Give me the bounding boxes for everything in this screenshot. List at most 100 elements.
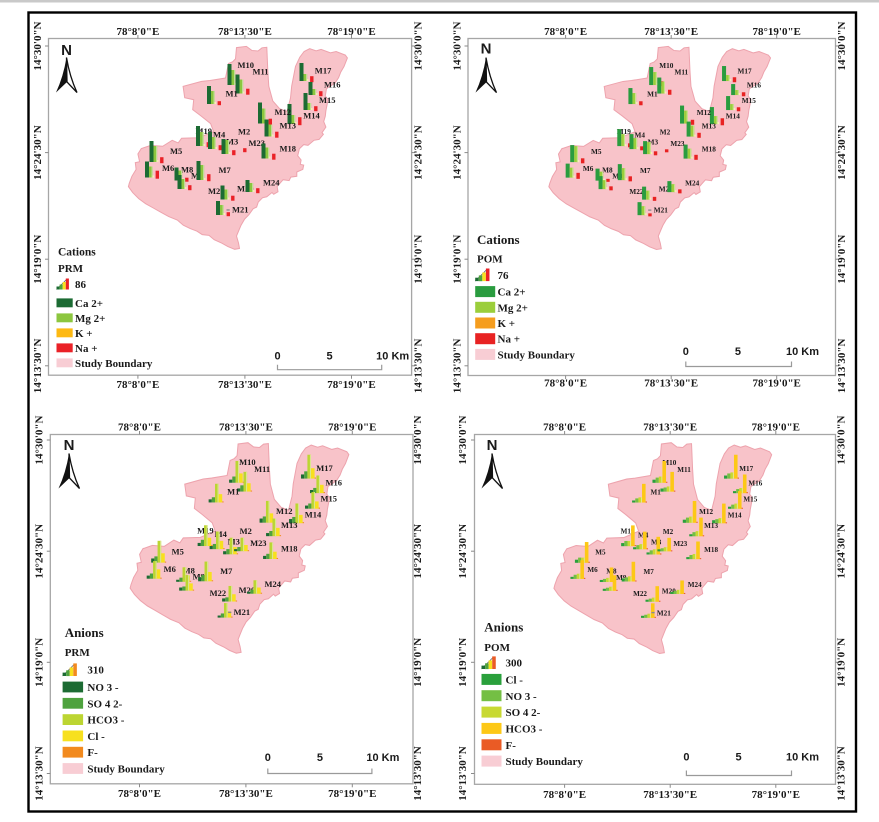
svg-text:Anions: Anions bbox=[65, 625, 104, 640]
svg-text:14°13'30"N: 14°13'30"N bbox=[32, 338, 44, 393]
svg-text:Study Boundary: Study Boundary bbox=[498, 349, 576, 361]
svg-text:5: 5 bbox=[326, 351, 332, 363]
svg-text:M10: M10 bbox=[662, 458, 676, 467]
svg-text:Cations: Cations bbox=[477, 232, 520, 247]
svg-text:14°13'30"N: 14°13'30"N bbox=[836, 746, 848, 801]
svg-text:PRM: PRM bbox=[58, 263, 84, 275]
svg-text:M6: M6 bbox=[587, 565, 598, 574]
svg-text:M11: M11 bbox=[677, 465, 691, 474]
svg-text:M10: M10 bbox=[238, 60, 255, 70]
svg-text:14°24'30"N: 14°24'30"N bbox=[32, 125, 44, 180]
svg-text:78°13'30"E: 78°13'30"E bbox=[643, 422, 697, 434]
svg-text:Na +: Na + bbox=[75, 343, 97, 355]
svg-text:M14: M14 bbox=[726, 113, 741, 121]
svg-text:M21: M21 bbox=[232, 205, 249, 215]
svg-text:78°8'0"E: 78°8'0"E bbox=[118, 788, 161, 800]
svg-text:K +: K + bbox=[75, 328, 93, 340]
svg-text:N: N bbox=[481, 41, 492, 58]
svg-text:M18: M18 bbox=[704, 545, 718, 554]
svg-text:78°13'30"E: 78°13'30"E bbox=[643, 789, 697, 801]
svg-text:10 Km: 10 Km bbox=[786, 752, 819, 764]
svg-text:M2: M2 bbox=[663, 527, 674, 536]
svg-text:M16: M16 bbox=[325, 477, 342, 487]
svg-text:78°13'30"E: 78°13'30"E bbox=[644, 26, 698, 38]
svg-text:76: 76 bbox=[498, 270, 510, 282]
svg-text:M21: M21 bbox=[654, 207, 669, 215]
svg-text:M15: M15 bbox=[319, 95, 336, 105]
svg-text:0: 0 bbox=[265, 752, 271, 764]
svg-text:HCO3 -: HCO3 - bbox=[87, 715, 124, 727]
svg-text:78°8'0"E: 78°8'0"E bbox=[116, 379, 159, 391]
svg-text:78°13'30"E: 78°13'30"E bbox=[219, 788, 273, 800]
svg-text:78°8'0"E: 78°8'0"E bbox=[543, 789, 586, 801]
svg-text:M24: M24 bbox=[685, 180, 700, 188]
svg-text:F-: F- bbox=[87, 747, 98, 759]
svg-text:14°24'30"N: 14°24'30"N bbox=[452, 125, 464, 180]
svg-text:78°13'30"E: 78°13'30"E bbox=[218, 379, 272, 391]
svg-text:M10: M10 bbox=[659, 62, 674, 70]
svg-text:M21: M21 bbox=[657, 608, 671, 617]
svg-text:M16: M16 bbox=[747, 82, 762, 90]
svg-text:14°24'30"N: 14°24'30"N bbox=[457, 524, 469, 579]
svg-text:10 Km: 10 Km bbox=[786, 346, 819, 358]
svg-text:14°19'0"N: 14°19'0"N bbox=[836, 638, 848, 687]
svg-text:M23: M23 bbox=[673, 539, 687, 548]
svg-text:14°24'30"N: 14°24'30"N bbox=[412, 524, 424, 579]
svg-text:M14: M14 bbox=[728, 510, 742, 519]
svg-text:14°13'30"N: 14°13'30"N bbox=[452, 338, 464, 393]
svg-text:78°13'30"E: 78°13'30"E bbox=[644, 378, 698, 390]
svg-text:POM: POM bbox=[484, 642, 510, 654]
svg-text:M15: M15 bbox=[742, 97, 757, 105]
svg-text:86: 86 bbox=[75, 279, 87, 291]
svg-text:M22: M22 bbox=[210, 588, 226, 598]
svg-text:M20: M20 bbox=[239, 585, 255, 595]
svg-text:M21: M21 bbox=[234, 607, 250, 617]
svg-text:14°24'30"N: 14°24'30"N bbox=[33, 524, 45, 579]
svg-text:Study Boundary: Study Boundary bbox=[75, 358, 153, 370]
svg-text:78°8'0"E: 78°8'0"E bbox=[543, 422, 586, 434]
svg-text:NO 3 -: NO 3 - bbox=[506, 691, 538, 703]
svg-text:M17: M17 bbox=[316, 463, 333, 473]
svg-text:PRM: PRM bbox=[65, 647, 91, 659]
svg-text:M1: M1 bbox=[227, 487, 239, 497]
svg-text:14°19'0"N: 14°19'0"N bbox=[32, 235, 44, 284]
svg-text:M4: M4 bbox=[213, 130, 226, 140]
svg-text:N: N bbox=[487, 437, 498, 454]
svg-text:F-: F- bbox=[506, 740, 517, 752]
svg-text:14°19'0"N: 14°19'0"N bbox=[412, 638, 424, 687]
svg-text:M22: M22 bbox=[208, 186, 225, 196]
svg-text:14°19'0"N: 14°19'0"N bbox=[836, 235, 848, 284]
svg-text:M13: M13 bbox=[702, 123, 717, 131]
svg-text:M14: M14 bbox=[303, 111, 320, 121]
svg-text:78°19'0"E: 78°19'0"E bbox=[752, 378, 800, 390]
svg-text:M3: M3 bbox=[228, 536, 241, 546]
svg-text:M7: M7 bbox=[640, 167, 651, 175]
svg-text:M7: M7 bbox=[219, 165, 232, 175]
svg-text:M19: M19 bbox=[617, 128, 632, 136]
svg-text:M8: M8 bbox=[181, 165, 193, 175]
svg-text:M6: M6 bbox=[583, 165, 594, 173]
svg-text:0: 0 bbox=[683, 752, 689, 764]
svg-text:M9: M9 bbox=[616, 573, 627, 582]
svg-text:14°30'0"N: 14°30'0"N bbox=[33, 415, 45, 464]
svg-text:M7: M7 bbox=[644, 567, 655, 576]
svg-text:SO 4 2-: SO 4 2- bbox=[506, 707, 541, 719]
svg-text:78°13'30"E: 78°13'30"E bbox=[219, 422, 273, 434]
svg-text:14°24'30"N: 14°24'30"N bbox=[836, 125, 848, 180]
svg-text:M20: M20 bbox=[237, 184, 254, 194]
svg-text:M13: M13 bbox=[280, 121, 297, 131]
svg-text:Mg 2+: Mg 2+ bbox=[498, 302, 528, 314]
svg-text:78°19'0"E: 78°19'0"E bbox=[752, 26, 800, 38]
svg-text:M22: M22 bbox=[633, 589, 647, 598]
svg-text:M24: M24 bbox=[265, 579, 282, 589]
svg-text:M16: M16 bbox=[748, 478, 762, 487]
svg-text:M7: M7 bbox=[220, 566, 233, 576]
svg-text:POM: POM bbox=[477, 254, 503, 266]
svg-text:M19: M19 bbox=[621, 527, 635, 536]
svg-text:14°13'30"N: 14°13'30"N bbox=[412, 746, 424, 801]
svg-text:M17: M17 bbox=[738, 68, 753, 76]
svg-text:M16: M16 bbox=[324, 80, 341, 90]
svg-text:M5: M5 bbox=[591, 148, 602, 156]
svg-text:310: 310 bbox=[87, 665, 104, 677]
svg-text:M15: M15 bbox=[320, 493, 336, 503]
